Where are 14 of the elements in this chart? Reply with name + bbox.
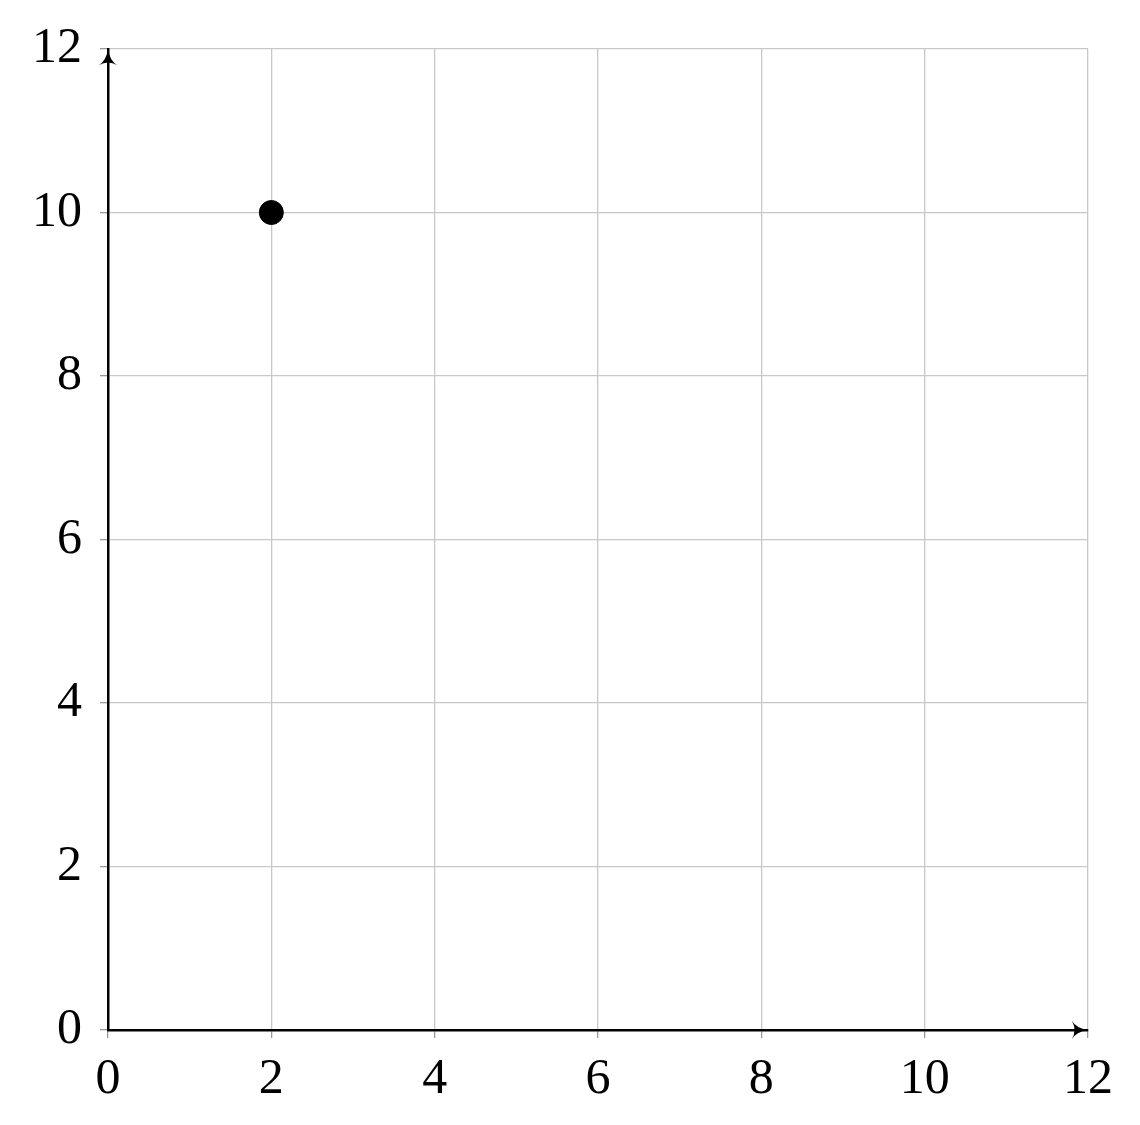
x-tick-label: 10	[899, 1048, 950, 1105]
x-tick-label: 0	[95, 1048, 121, 1105]
x-tick-label: 8	[748, 1048, 774, 1105]
y-tick-label: 12	[32, 17, 82, 74]
x-tick-label: 12	[1063, 1048, 1113, 1105]
y-tick-label: 0	[57, 998, 82, 1055]
x-tick-label: 2	[258, 1048, 284, 1105]
y-tick-label: 6	[57, 507, 82, 564]
y-tick-label: 4	[57, 671, 82, 728]
y-tick-label: 8	[57, 344, 82, 401]
y-tick-label: 2	[57, 834, 82, 891]
x-tick-label: 6	[585, 1048, 611, 1105]
y-tick-label: 10	[32, 180, 82, 237]
x-tick-label: 4	[422, 1048, 448, 1105]
